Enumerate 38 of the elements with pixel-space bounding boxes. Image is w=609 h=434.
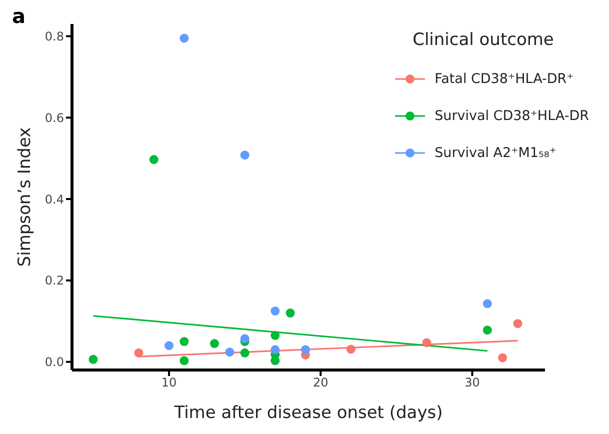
point	[270, 345, 280, 354]
y-tick-label: 0.6	[44, 110, 64, 125]
point	[149, 155, 158, 164]
y-tick-label: 0.2	[44, 274, 64, 288]
x-tick-label: 30	[464, 376, 480, 390]
point	[180, 337, 189, 346]
point	[270, 330, 280, 340]
point	[513, 319, 522, 328]
text: a	[12, 4, 26, 28]
point	[482, 326, 492, 335]
point	[270, 306, 280, 316]
x-tick-label: 20	[312, 376, 328, 390]
point	[422, 338, 432, 348]
y-tick-label: 0.4	[44, 192, 64, 206]
point	[286, 308, 295, 318]
legend-label: Survival A2⁺M1₅₈⁺	[434, 144, 556, 160]
point	[346, 344, 356, 354]
y-axis-title: Simpson’s Index	[15, 127, 36, 267]
x-tick-label: 10	[161, 376, 177, 390]
point	[482, 299, 492, 308]
legend-title: Clinical outcome	[412, 30, 555, 50]
x-axis-title: Time after disease onset (days)	[173, 403, 443, 423]
point	[180, 356, 189, 366]
point	[498, 353, 508, 362]
point	[164, 341, 174, 350]
point	[210, 339, 220, 348]
point	[240, 334, 250, 344]
legend-label: Fatal CD38⁺HLA-DR⁺	[434, 70, 574, 86]
point	[134, 348, 144, 358]
point	[225, 348, 234, 357]
point	[300, 345, 310, 354]
point	[240, 150, 250, 160]
legend-label: Survival CD38⁺HLA-DR	[434, 108, 589, 124]
point	[180, 34, 189, 43]
point	[88, 354, 98, 364]
y-tick-label: 0.0	[44, 355, 64, 370]
point	[240, 348, 250, 358]
y-tick-label: 0.8	[44, 29, 64, 44]
